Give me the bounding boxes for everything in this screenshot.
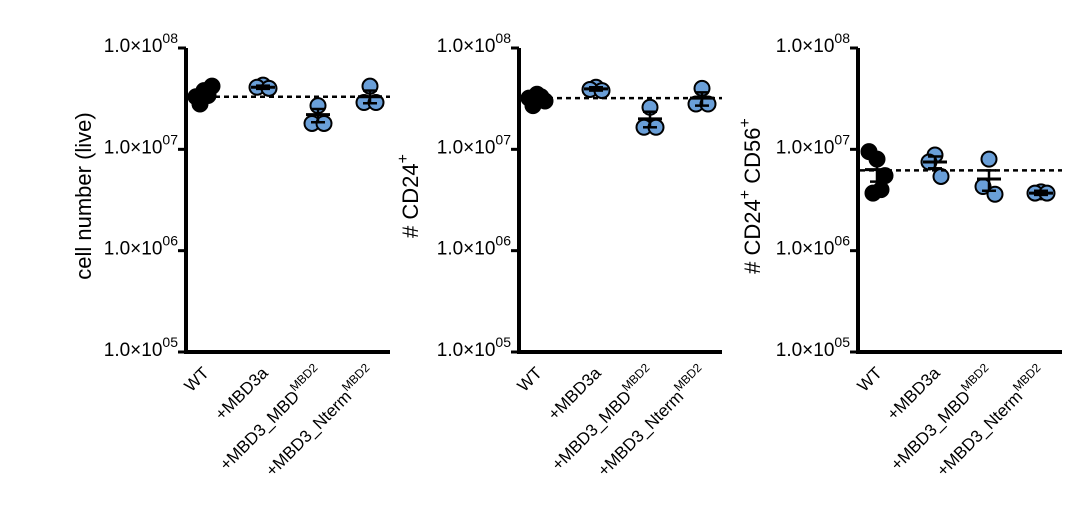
y-tick-label-exponent: 06 xyxy=(834,233,850,249)
y-tick-label: 1.0×1008 xyxy=(437,30,511,57)
y-tick-label: 1.0×1006 xyxy=(776,233,850,260)
y-tick-label: 1.0×1007 xyxy=(104,131,178,158)
y-tick-label-base: 1.0×10 xyxy=(776,239,835,260)
y-tick-label: 1.0×1006 xyxy=(104,233,178,260)
y-axis-title-text-2: CD56 xyxy=(740,128,765,190)
y-tick-label-base: 1.0×10 xyxy=(104,137,163,158)
y-axis-title: # CD24+ xyxy=(395,154,423,238)
y-tick-label-base: 1.0×10 xyxy=(104,340,163,361)
data-point xyxy=(980,150,998,168)
y-tick-label-base: 1.0×10 xyxy=(776,340,835,361)
x-category-label: WT xyxy=(181,363,213,395)
y-tick-label-exponent: 07 xyxy=(495,131,511,147)
y-tick-label-exponent: 07 xyxy=(834,131,850,147)
x-category-label-base: WT xyxy=(514,363,546,395)
y-axis-title: cell number (live) xyxy=(71,112,96,280)
y-tick-label-exponent: 05 xyxy=(495,334,511,350)
y-axis-title-superscript: + xyxy=(395,154,412,163)
y-tick-label: 1.0×1008 xyxy=(776,30,850,57)
x-category-label-superscript: MBD2 xyxy=(287,360,321,394)
y-tick-label-base: 1.0×10 xyxy=(104,36,163,57)
y-axis-title-superscript: + xyxy=(737,190,754,199)
y-axis-title: # CD24+ CD56+ xyxy=(737,118,765,274)
y-axis-title-text: cell number (live) xyxy=(71,112,96,280)
y-axis-title-superscript-2: + xyxy=(737,118,754,127)
y-tick-label: 1.0×1005 xyxy=(437,334,511,361)
y-tick-label: 1.0×1008 xyxy=(104,30,178,57)
x-category-label-superscript: MBD2 xyxy=(958,360,992,394)
y-tick-label: 1.0×1005 xyxy=(776,334,850,361)
y-tick-label-base: 1.0×10 xyxy=(776,36,835,57)
x-category-label-base: WT xyxy=(181,363,213,395)
data-point xyxy=(864,184,882,202)
y-tick-label-exponent: 08 xyxy=(162,30,178,46)
y-tick-label: 1.0×1006 xyxy=(437,233,511,260)
y-tick-label: 1.0×1007 xyxy=(776,131,850,158)
y-tick-label-exponent: 06 xyxy=(162,233,178,249)
y-tick-label-exponent: 06 xyxy=(495,233,511,249)
y-tick-label-exponent: 05 xyxy=(834,334,850,350)
x-category-label-superscript: MBD2 xyxy=(1010,360,1044,394)
x-category-label-base: WT xyxy=(854,363,886,395)
y-tick-label-exponent: 08 xyxy=(834,30,850,46)
x-category-label-superscript: MBD2 xyxy=(339,360,373,394)
x-category-label-superscript: MBD2 xyxy=(671,360,705,394)
y-tick-label-base: 1.0×10 xyxy=(776,137,835,158)
y-tick-label-exponent: 07 xyxy=(162,131,178,147)
y-tick-label-exponent: 08 xyxy=(495,30,511,46)
y-tick-label-base: 1.0×10 xyxy=(104,239,163,260)
x-category-label: WT xyxy=(854,363,886,395)
x-category-label-superscript: MBD2 xyxy=(619,360,653,394)
y-tick-label-base: 1.0×10 xyxy=(437,340,496,361)
y-tick-label: 1.0×1007 xyxy=(437,131,511,158)
data-point xyxy=(699,95,717,113)
y-axis-title-text: # CD24 xyxy=(740,199,765,274)
x-category-label: WT xyxy=(514,363,546,395)
y-tick-label: 1.0×1005 xyxy=(104,334,178,361)
y-tick-label-exponent: 05 xyxy=(162,334,178,350)
y-axis-title-text: # CD24 xyxy=(398,163,423,238)
y-tick-label-base: 1.0×10 xyxy=(437,239,496,260)
y-tick-label-base: 1.0×10 xyxy=(437,36,496,57)
y-tick-label-base: 1.0×10 xyxy=(437,137,496,158)
